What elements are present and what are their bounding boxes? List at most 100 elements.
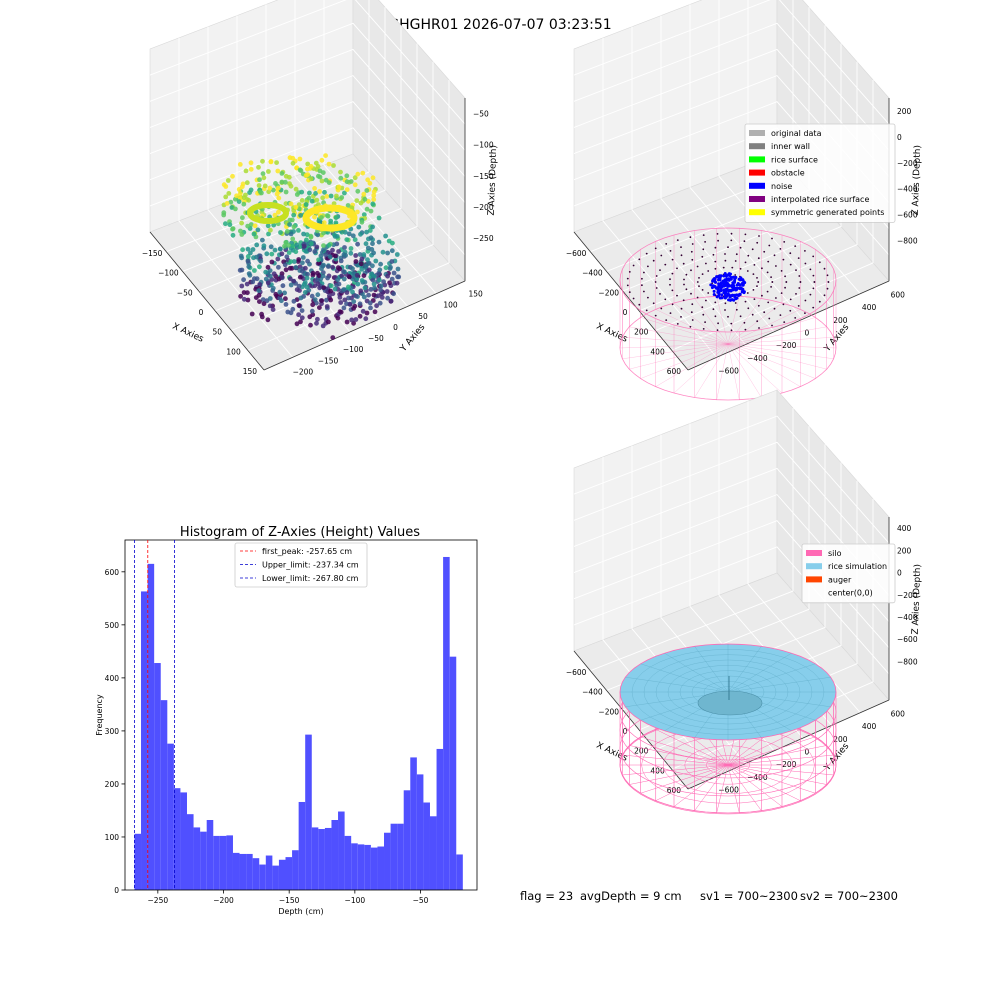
surface-dot <box>659 293 661 295</box>
surface-dot <box>767 301 770 304</box>
noise-point <box>740 290 744 294</box>
data-point <box>377 300 383 306</box>
data-point <box>321 262 326 268</box>
x-tick-label: −600 <box>566 249 587 258</box>
surface-dot <box>698 277 700 279</box>
silo-spoke <box>629 326 729 345</box>
histogram-bar <box>232 852 240 890</box>
data-point <box>271 222 277 228</box>
silo-spoke <box>727 764 816 794</box>
surface-dot <box>784 286 786 289</box>
x-tick-label: 0 <box>199 308 204 317</box>
data-point <box>310 302 316 308</box>
surface-dot <box>789 309 792 312</box>
data-point <box>261 243 267 249</box>
data-point <box>331 163 336 168</box>
data-point <box>337 295 343 300</box>
data-point <box>388 298 394 304</box>
histogram-bar <box>141 591 148 890</box>
legend-label: obstacle <box>771 169 805 178</box>
surface-dot <box>739 267 742 270</box>
z-tick-label: −400 <box>897 185 918 194</box>
mesh-spoke <box>664 653 729 693</box>
silo-floor-ring <box>706 755 750 775</box>
data-point <box>364 310 370 316</box>
noise-point <box>711 279 715 283</box>
silo-spoke <box>622 764 729 776</box>
histogram-bar <box>344 835 352 890</box>
data-point <box>301 243 307 249</box>
histogram-bar <box>213 835 220 890</box>
surface-dot <box>707 292 710 294</box>
data-point <box>390 240 395 246</box>
data-point <box>354 272 360 278</box>
data-point <box>256 183 262 188</box>
silo-spoke <box>716 343 729 400</box>
data-point <box>310 312 316 318</box>
data-point <box>347 302 353 307</box>
surface-dot <box>812 255 815 258</box>
data-point <box>286 242 291 248</box>
data-point <box>346 231 352 237</box>
surface-dot <box>766 271 769 274</box>
data-point <box>291 212 297 218</box>
legend-swatch <box>749 182 765 189</box>
grid-line <box>602 37 718 358</box>
data-point <box>280 283 286 289</box>
y-tick-label: 150 <box>468 290 483 299</box>
data-point <box>361 212 367 218</box>
noise-point <box>724 274 728 278</box>
data-point <box>351 306 356 311</box>
surface-dot <box>747 254 750 257</box>
histogram-bar <box>397 823 404 890</box>
data-point <box>315 292 321 298</box>
data-point <box>275 185 281 191</box>
data-point <box>245 254 251 259</box>
data-point <box>358 261 364 267</box>
surface-dot <box>652 302 655 305</box>
data-point <box>260 297 266 302</box>
noise-point <box>727 298 730 302</box>
surface-dot <box>730 329 733 332</box>
data-point <box>334 234 340 239</box>
data-point <box>351 270 357 276</box>
data-point <box>279 271 285 276</box>
data-ring <box>247 202 289 224</box>
surface-dot <box>671 303 674 306</box>
surface-dot <box>705 299 707 302</box>
data-point <box>249 311 255 317</box>
data-point <box>257 299 262 304</box>
data-point <box>268 244 274 250</box>
histogram-bar <box>318 829 325 890</box>
data-point <box>299 308 305 313</box>
surface-dot <box>654 247 657 250</box>
footer-avg-depth: avgDepth = 9 cm <box>580 889 682 903</box>
histogram-bar <box>259 864 266 890</box>
z-tick-label: 0 <box>897 133 902 142</box>
data-point <box>263 276 269 282</box>
x-tick-label: 0 <box>623 308 628 317</box>
data-point <box>274 160 279 166</box>
data-point <box>354 198 360 204</box>
histogram-bar <box>292 850 299 890</box>
data-point <box>257 177 262 183</box>
silo-spoke <box>629 764 729 785</box>
surface-dot <box>652 259 655 262</box>
data-point <box>275 168 281 174</box>
data-point <box>265 264 271 270</box>
data-point <box>371 189 377 195</box>
data-point <box>325 264 331 269</box>
mesh-spoke <box>694 646 729 693</box>
y-tick-label: 200 <box>833 735 848 744</box>
data-point <box>308 234 314 240</box>
noise-point <box>717 289 721 293</box>
y-tick-label: 100 <box>443 301 458 310</box>
data-point <box>312 249 318 254</box>
x-tick-label: −250 <box>148 896 169 905</box>
chart-histogram: Histogram of Z-Axies (Height) Values −250… <box>95 525 478 916</box>
noise-point <box>733 279 737 283</box>
data-point <box>344 319 350 325</box>
data-point <box>290 155 296 161</box>
data-point <box>355 241 360 247</box>
data-point <box>316 257 321 263</box>
